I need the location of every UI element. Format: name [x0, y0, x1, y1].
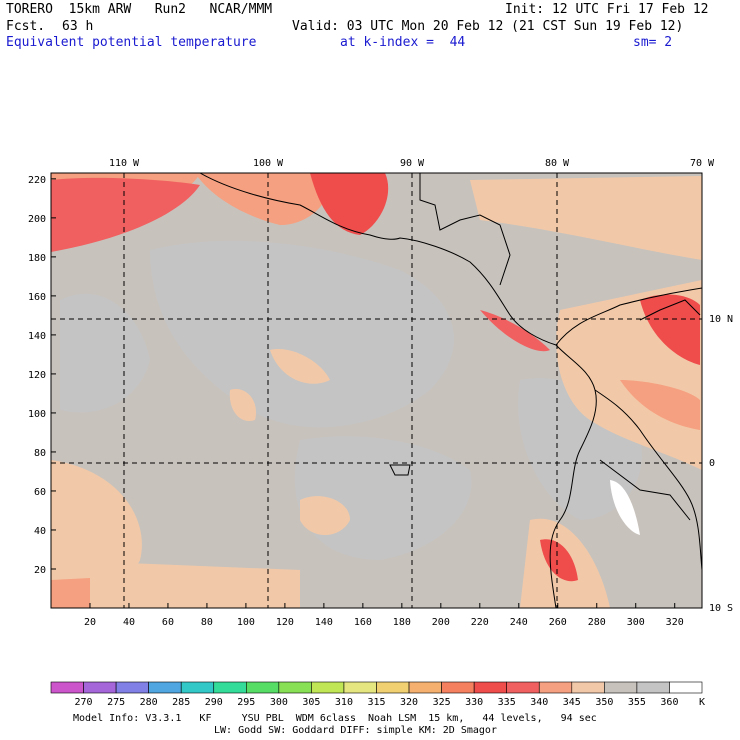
colorbar-swatch: [538, 681, 573, 694]
lon-label-90w: 90 W: [400, 158, 425, 169]
model-title: TORERO 15km ARW Run2 NCAR/MMM: [6, 2, 273, 17]
forecast-label: Fcst.: [6, 19, 46, 34]
colorbar-level-label: 275: [107, 697, 125, 708]
colorbar: 270 275 280 285 290 295 300 305 310 315 320 325 330 3…: [50, 681, 705, 708]
colorbar-level-label: 330: [465, 697, 483, 708]
colorbar-swatch: [604, 681, 638, 694]
x-tick-label: 140: [315, 617, 333, 628]
x-tick-label: 180: [393, 617, 411, 628]
colorbar-swatch: [278, 681, 312, 694]
colorbar-level-label: 305: [302, 697, 320, 708]
map-frame: [50, 172, 703, 609]
colorbar-level-label: 345: [563, 697, 581, 708]
colorbar-level-label: 355: [628, 697, 646, 708]
y-tick-label: 200: [28, 214, 46, 225]
colorbar-swatch: [473, 681, 507, 694]
x-tick-label: 20: [84, 617, 96, 628]
colorbar-swatch: [669, 681, 703, 694]
x-tick-label: 40: [123, 617, 135, 628]
temperature-field: [51, 173, 702, 608]
lon-label-80w: 80 W: [545, 158, 570, 169]
colorbar-swatch: [571, 681, 605, 694]
x-tick-label: 100: [237, 617, 255, 628]
colorbar-swatch: [311, 681, 345, 694]
y-tick-label: 140: [28, 331, 46, 342]
graticule: [51, 173, 702, 608]
x-tick-label: 60: [162, 617, 174, 628]
colorbar-swatch: [83, 681, 117, 694]
x-tick-label: 240: [510, 617, 528, 628]
colorbar-swatch: [376, 681, 410, 694]
physics-info: LW: Godd SW: Goddard DIFF: simple KM: 2D…: [214, 725, 497, 736]
colorbar-level-label: 350: [595, 697, 613, 708]
y-tick-label: 160: [28, 292, 46, 303]
model-info: Model Info: V3.3.1 KF YSU PBL WDM 6class…: [73, 713, 597, 724]
colorbar-level-label: 360: [660, 697, 678, 708]
colorbar-swatch: [246, 681, 280, 694]
colorbar-level-label: 310: [335, 697, 353, 708]
colorbar-level-label: 290: [205, 697, 223, 708]
colorbar-level-label: 300: [270, 697, 288, 708]
smoothing-value: sm= 2: [633, 35, 673, 50]
x-tick-label: 280: [588, 617, 606, 628]
lon-label-100w: 100 W: [253, 158, 284, 169]
y-tick-label: 60: [34, 487, 46, 498]
colorbar-swatch: [148, 681, 182, 694]
y-tick-label: 80: [34, 448, 46, 459]
colorbar-level-label: 340: [530, 697, 548, 708]
x-tick-label: 200: [432, 617, 450, 628]
init-time: Init: 12 UTC Fri 17 Feb 12: [505, 2, 709, 17]
y-tick-label: 40: [34, 526, 46, 537]
colorbar-level-label: 335: [498, 697, 516, 708]
colorbar-level-label: 285: [172, 697, 190, 708]
colorbar-swatch: [115, 681, 149, 694]
colorbar-swatch: [343, 681, 377, 694]
y-tick-label: 180: [28, 253, 46, 264]
y-axis-ticks: 20 40 60 80 100 120 140 160 180 200 220: [28, 175, 56, 576]
colorbar-level-label: 295: [237, 697, 255, 708]
colorbar-swatch: [180, 681, 215, 694]
y-tick-label: 20: [34, 565, 46, 576]
lon-label-70w: 70 W: [690, 158, 715, 169]
colorbar-swatch: [50, 681, 84, 694]
y-tick-label: 100: [28, 409, 46, 420]
lon-label-110w: 110 W: [109, 158, 140, 169]
colorbar-level-label: 270: [75, 697, 93, 708]
x-tick-label: 320: [666, 617, 684, 628]
lat-label-10s: 10 S: [709, 603, 733, 614]
x-tick-label: 120: [276, 617, 294, 628]
level-index: at k-index = 44: [340, 35, 466, 50]
x-tick-label: 220: [471, 617, 489, 628]
x-tick-label: 300: [627, 617, 645, 628]
forecast-hours: 63 h: [62, 19, 94, 34]
colorbar-swatch: [213, 681, 247, 694]
valid-time: Valid: 03 UTC Mon 20 Feb 12 (21 CST Sun …: [292, 19, 684, 34]
colorbar-level-label: 280: [140, 697, 158, 708]
x-tick-label: 80: [201, 617, 213, 628]
y-tick-label: 120: [28, 370, 46, 381]
x-tick-label: 260: [549, 617, 567, 628]
colorbar-swatch: [441, 681, 475, 694]
field-name: Equivalent potential temperature: [6, 35, 257, 50]
coastline: [199, 173, 702, 608]
colorbar-unit: K: [699, 697, 705, 708]
colorbar-swatch: [506, 681, 540, 694]
colorbar-level-label: 315: [367, 697, 385, 708]
colorbar-swatch: [636, 681, 670, 694]
colorbar-level-label: 325: [433, 697, 451, 708]
colorbar-swatch: [408, 681, 442, 694]
colorbar-level-label: 320: [400, 697, 418, 708]
x-axis-ticks: 20 40 60 80 100 120 140 160 180 200 220 240 260 280 30…: [84, 603, 684, 628]
lat-label-10n: 10 N: [709, 314, 733, 325]
x-tick-label: 160: [354, 617, 372, 628]
lat-label-0: 0: [709, 458, 715, 469]
y-tick-label: 220: [28, 175, 46, 186]
